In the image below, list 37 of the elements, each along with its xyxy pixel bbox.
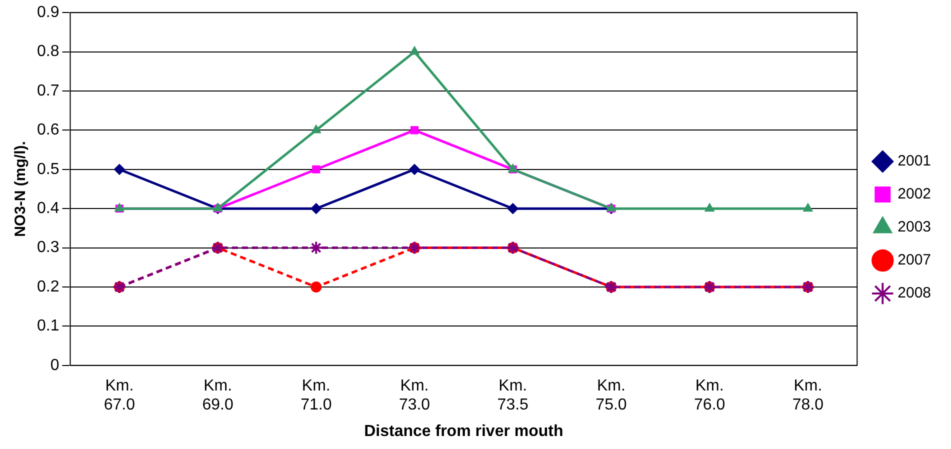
- legend-label: 2007: [898, 252, 932, 269]
- point: [410, 46, 420, 55]
- point: [114, 164, 125, 175]
- x-tick-label: Km. 69.0: [202, 377, 234, 414]
- y-tick-label: 0.1: [36, 318, 60, 335]
- y-tick-label: 0.4: [36, 200, 60, 218]
- x-tick-label: Km. 76.0: [694, 377, 726, 414]
- y-tick-label: 0.6: [36, 122, 60, 139]
- point: [507, 203, 518, 214]
- y-tick-label: 0.9: [36, 4, 60, 22]
- point: [310, 203, 322, 214]
- y-tick-label: 0: [50, 356, 60, 374]
- legend-label: 2001: [898, 152, 932, 170]
- point: [409, 164, 420, 175]
- point: [311, 124, 321, 134]
- legend-label: 2003: [898, 218, 932, 236]
- x-tick-label: Km. 75.0: [596, 377, 627, 414]
- y-tick-label: 0.5: [36, 160, 60, 178]
- point: [410, 126, 419, 134]
- x-axis-title: Distance from river mouth: [364, 422, 564, 440]
- legend-label: 2008: [898, 284, 932, 302]
- y-tick-label: 0.2: [36, 278, 60, 296]
- point: [309, 240, 324, 255]
- y-tick-label: 0.8: [36, 43, 60, 60]
- y-tick-label: 0.3: [36, 239, 60, 256]
- point: [312, 165, 320, 174]
- x-tick-label: Km. 73.0: [398, 377, 430, 414]
- y-tick-label: 0.7: [36, 82, 60, 100]
- x-tick-label: Km. 71.0: [300, 377, 332, 414]
- point: [704, 203, 714, 212]
- y-axis-title: NO3-N (mg/l).: [12, 141, 30, 237]
- x-tick-label: Km. 73.5: [497, 377, 529, 414]
- x-tick-label: Km. 78.0: [792, 377, 824, 414]
- legend-label: 2002: [898, 186, 932, 203]
- point: [310, 282, 322, 292]
- x-tick-label: Km. 67.0: [104, 377, 136, 414]
- point: [803, 203, 813, 212]
